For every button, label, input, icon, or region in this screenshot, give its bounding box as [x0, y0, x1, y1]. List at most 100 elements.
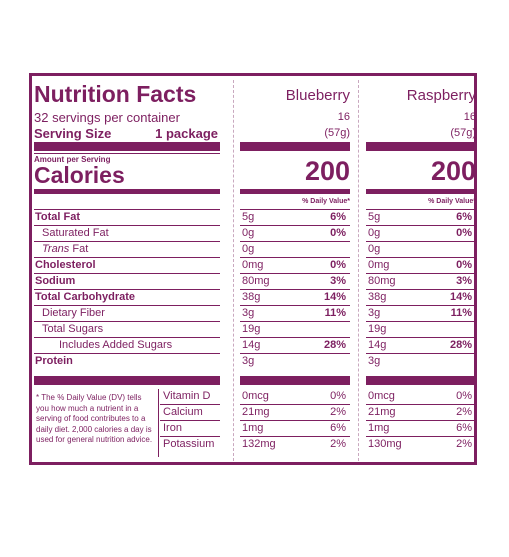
- dv-header-0: % Daily Value*: [302, 198, 350, 205]
- bar-thick-0: [240, 142, 350, 151]
- nutrient-dv-8-1: 28%: [449, 339, 472, 351]
- vitamin-amount-1-1: 21mg: [368, 406, 396, 418]
- nutrient-label-text-2: Fat: [69, 243, 89, 255]
- nutrient-amount-2-1: 0g: [368, 243, 381, 255]
- vitamin-label-1: Calcium: [163, 406, 203, 418]
- rule-dv-0: [240, 209, 350, 210]
- rule-vitamin-0-1: [366, 404, 476, 405]
- rule-nutrient-left-3: [34, 273, 220, 274]
- nutrient-label-8: Includes Added Sugars: [59, 339, 173, 351]
- nutrient-dv-6-1: 11%: [450, 307, 472, 319]
- rule-nutrient-6-0: [240, 321, 350, 322]
- label-servings: 32 servings per container: [34, 110, 180, 125]
- rule-nutrient-left-8: [34, 353, 220, 354]
- vitamin-dv-3-0: 2%: [330, 438, 346, 450]
- nutrient-amount-9-1: 3g: [368, 355, 381, 367]
- rule-left-dv: [34, 209, 220, 210]
- rule-nutrient-8-1: [366, 353, 476, 354]
- nutrient-amount-4-1: 80mg: [368, 275, 396, 287]
- product-name-1: Raspberry: [406, 87, 476, 104]
- nutrient-label-3: Cholesterol: [35, 259, 96, 271]
- nutrient-dv-5-0: 14%: [323, 291, 346, 303]
- nutrient-amount-6-1: 3g: [368, 307, 381, 319]
- bar-thick-left-bottom: [34, 376, 220, 385]
- nutrient-amount-1-0: 0g: [242, 227, 255, 239]
- vitamin-amount-1-0: 21mg: [242, 406, 270, 418]
- vitamin-amount-0-0: 0mcg: [242, 390, 269, 402]
- vitamin-amount-3-1: 130mg: [368, 438, 402, 450]
- column-divider-1: [233, 80, 235, 461]
- nutrient-dv-1-1: 0%: [456, 227, 472, 239]
- rule-nutrient-left-1: [34, 241, 220, 242]
- rule-nutrient-left-0: [34, 225, 220, 226]
- nutrient-amount-7-1: 19g: [368, 323, 387, 335]
- rule-nutrient-left-2: [34, 257, 220, 258]
- nutrient-label-italic-2: Trans: [42, 243, 70, 255]
- rule-nutrient-1-1: [366, 241, 476, 242]
- rule-vitamin-1-0: [240, 420, 350, 421]
- rule-nutrient-left-7: [34, 337, 220, 338]
- rule-dv-1: [366, 209, 476, 210]
- rule-nutrient-5-1: [366, 305, 476, 306]
- nutrient-amount-0-0: 5g: [242, 211, 255, 223]
- nutrient-label-9: Protein: [35, 355, 73, 367]
- nutrient-label-7: Total Sugars: [42, 323, 104, 335]
- rule-vitamin-1-1: [366, 420, 476, 421]
- nutrient-label-5: Total Carbohydrate: [35, 291, 136, 303]
- rule-nutrient-5-0: [240, 305, 350, 306]
- nutrition-facts-panel: [29, 73, 477, 465]
- product-calories-1: 200: [430, 156, 476, 186]
- vitamin-label-2: Iron: [163, 422, 182, 434]
- bar-thick-1: [366, 142, 476, 151]
- vitamin-dv-2-1: 6%: [456, 422, 472, 434]
- bar-thick-left: [34, 142, 220, 151]
- nutrient-dv-8-0: 28%: [323, 339, 346, 351]
- rule-vitamin-2-1: [366, 436, 476, 437]
- rule-nutrient-7-1: [366, 337, 476, 338]
- vitamin-amount-3-0: 132mg: [242, 438, 276, 450]
- vitamin-dv-1-1: 2%: [456, 406, 472, 418]
- vitamin-dv-2-0: 6%: [330, 422, 346, 434]
- product-weight-0: (57g): [324, 127, 350, 139]
- rule-nutrient-7-0: [240, 337, 350, 338]
- nutrient-dv-4-0: 3%: [330, 275, 346, 287]
- rule-nutrient-2-0: [240, 257, 350, 258]
- label-calories: Calories: [34, 162, 125, 188]
- nutrient-amount-0-1: 5g: [368, 211, 381, 223]
- nutrient-amount-3-1: 0mg: [368, 259, 390, 271]
- product-name-0: Blueberry: [285, 87, 350, 104]
- rule-vitamin-2-0: [240, 436, 350, 437]
- rule-nutrient-left-6: [34, 321, 220, 322]
- rule-nutrient-6-1: [366, 321, 476, 322]
- rule-nutrient-1-0: [240, 241, 350, 242]
- nutrient-dv-5-1: 14%: [449, 291, 472, 303]
- footnote: * The % Daily Value (DV) tells you how m…: [36, 393, 153, 444]
- bar-medium-0: [240, 189, 350, 194]
- product-servings-0: 16: [337, 111, 350, 123]
- rule-nutrient-2-1: [366, 257, 476, 258]
- nutrient-amount-9-0: 3g: [242, 355, 255, 367]
- rule-vitamin-left-1: [160, 420, 220, 421]
- column-divider-2: [358, 80, 360, 461]
- nutrient-label-4: Sodium: [35, 275, 76, 287]
- rule-nutrient-0-1: [366, 225, 476, 226]
- product-weight-1: (57g): [450, 127, 476, 139]
- vitamin-dv-3-1: 2%: [456, 438, 472, 450]
- vitamin-dv-0-1: 0%: [456, 390, 472, 402]
- bar-thick-bottom-0: [240, 376, 350, 385]
- vitamin-amount-2-0: 1mg: [242, 422, 264, 434]
- rule-left-cal: [34, 153, 220, 154]
- rule-vitamin-0-0: [240, 404, 350, 405]
- rule-vitamin-left-0: [160, 404, 220, 405]
- vitamin-label-0: Vitamin D: [163, 390, 211, 402]
- nutrient-amount-3-0: 0mg: [242, 259, 264, 271]
- rule-vitamin-left-2: [160, 436, 220, 437]
- nutrient-dv-3-0: 0%: [330, 259, 346, 271]
- label-serving-size-value: 1 package: [155, 126, 218, 141]
- rule-nutrient-4-0: [240, 289, 350, 290]
- bar-medium-left: [34, 189, 220, 194]
- nutrient-amount-8-1: 14g: [368, 339, 387, 351]
- vitamin-label-3: Potassium: [163, 438, 215, 450]
- vitamin-amount-2-1: 1mg: [368, 422, 390, 434]
- rule-nutrient-left-4: [34, 289, 220, 290]
